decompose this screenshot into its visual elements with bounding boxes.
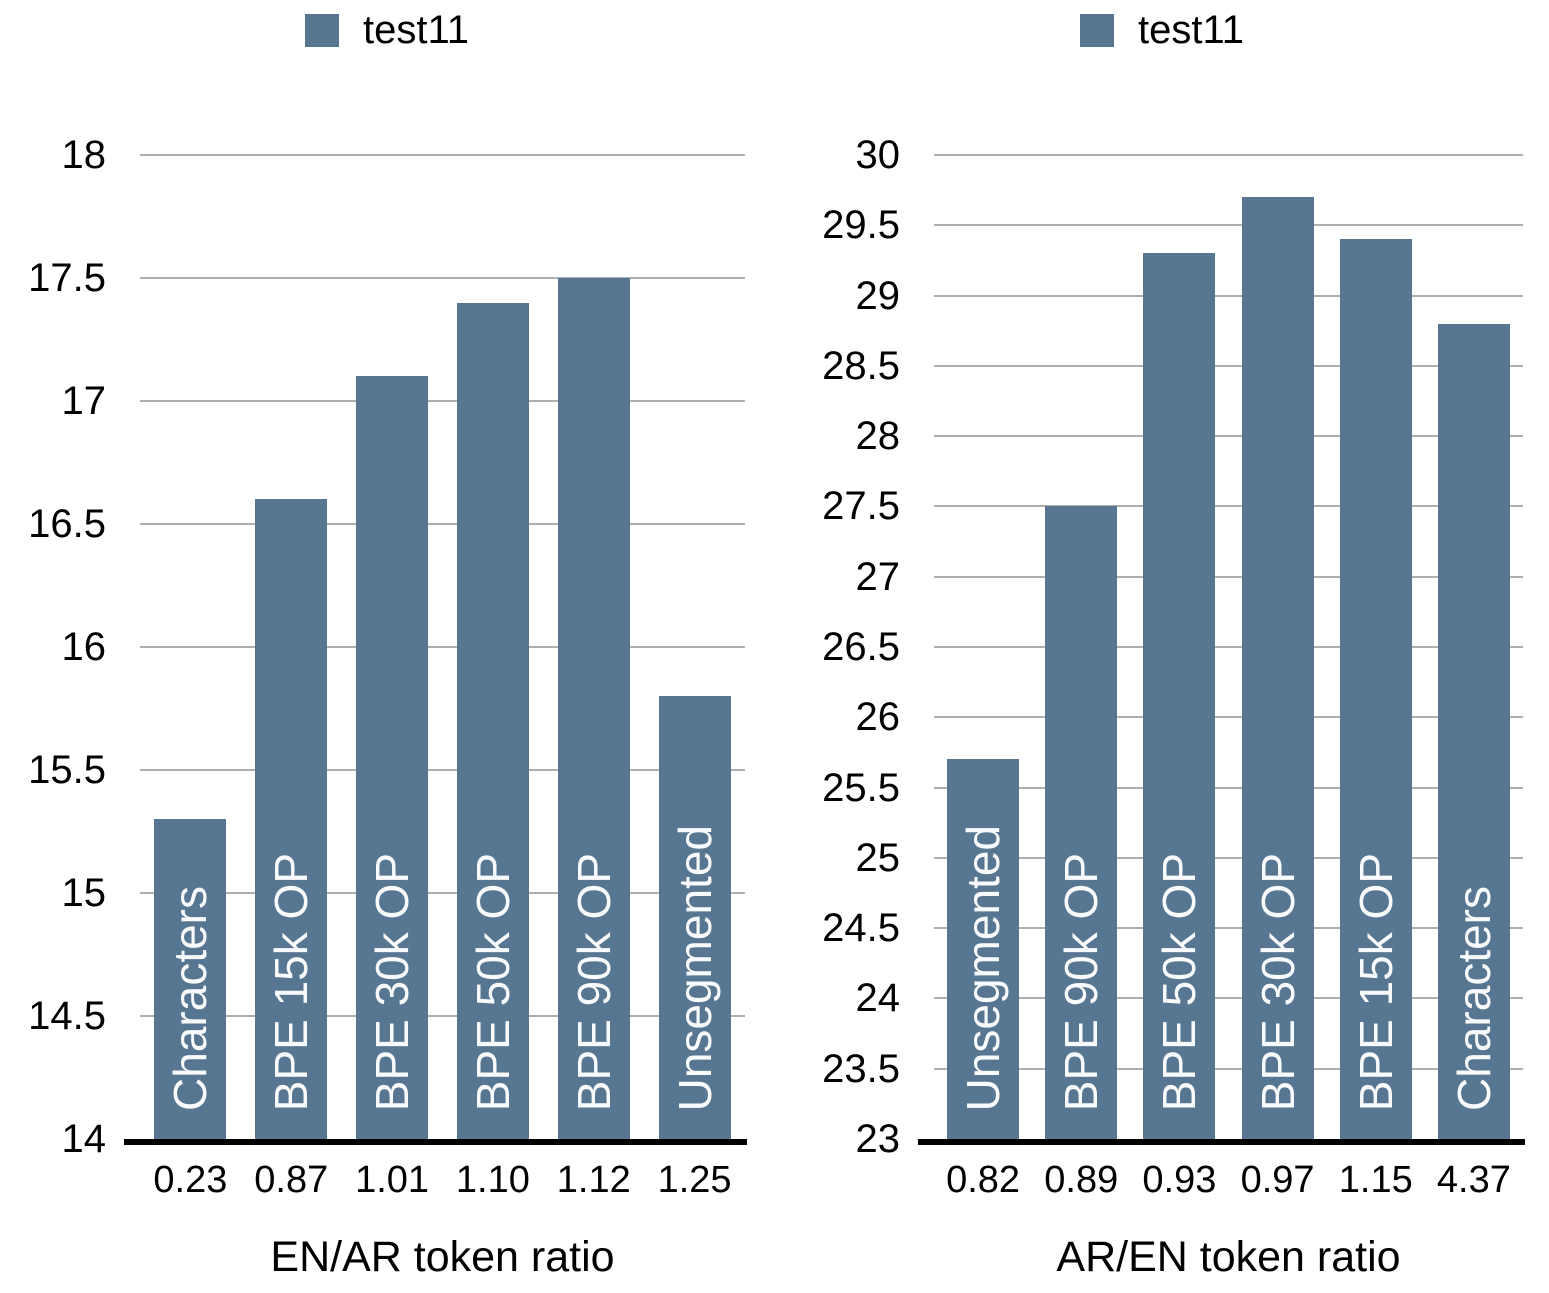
y-gridline xyxy=(140,400,745,402)
bar: Characters xyxy=(1437,323,1510,1139)
bar-label: BPE 15k OP xyxy=(1349,852,1402,1111)
y-gridline xyxy=(140,646,745,648)
y-tick-label: 14.5 xyxy=(28,994,106,1038)
y-gridline xyxy=(934,294,1523,297)
x-tick-label: 0.93 xyxy=(1142,1159,1217,1201)
y-gridline xyxy=(934,786,1523,789)
legend-swatch-icon xyxy=(1080,13,1114,47)
legend: test11 xyxy=(775,10,1549,50)
y-tick-label: 27 xyxy=(855,554,901,599)
y-tick-label: 24.5 xyxy=(822,906,900,951)
y-gridline xyxy=(934,364,1523,367)
y-gridline xyxy=(934,154,1523,156)
y-tick-label: 30 xyxy=(855,133,901,177)
x-axis-line xyxy=(918,1139,1525,1145)
bar-label: Unsegmented xyxy=(957,824,1010,1111)
y-tick-label: 23 xyxy=(855,1117,901,1161)
x-axis-line xyxy=(124,1139,747,1145)
x-tick-label: 1.25 xyxy=(657,1159,732,1201)
bar-label: BPE 90k OP xyxy=(1055,852,1108,1111)
y-tick-label: 18 xyxy=(61,133,107,177)
legend-swatch-icon xyxy=(305,13,339,47)
y-gridline xyxy=(140,769,745,771)
y-gridline xyxy=(934,927,1523,930)
y-gridline xyxy=(140,523,745,525)
chart-en-ar-token-ratio: test11 EN/AR token ratio 14 14.5 15 15.5 16 1… xyxy=(0,0,774,1293)
x-axis-title: AR/EN token ratio xyxy=(1056,1233,1401,1281)
y-gridline xyxy=(140,1015,745,1017)
y-gridline xyxy=(934,1067,1523,1070)
bar: BPE 50k OP xyxy=(456,302,529,1139)
y-tick-label: 17.5 xyxy=(28,256,106,300)
legend-label: test11 xyxy=(1138,8,1244,52)
x-tick-label: 1.15 xyxy=(1338,1159,1413,1201)
x-tick-label: 1.12 xyxy=(556,1159,631,1201)
x-tick-label: 0.23 xyxy=(153,1159,228,1201)
bar-label: Characters xyxy=(164,886,217,1111)
y-tick-label: 28 xyxy=(855,414,901,459)
legend-label: test11 xyxy=(363,8,469,52)
y-tick-label: 23.5 xyxy=(822,1046,900,1091)
bar-label: BPE 90k OP xyxy=(567,852,620,1111)
y-gridline xyxy=(934,856,1523,859)
y-tick-label: 26 xyxy=(855,695,901,740)
chart-ar-en-token-ratio: test11 AR/EN token ratio 23 23.5 24 24.5 25 2… xyxy=(775,0,1549,1293)
bar: BPE 30k OP xyxy=(1241,197,1314,1139)
y-gridline xyxy=(934,646,1523,648)
y-gridline xyxy=(934,716,1523,719)
x-tick-label: 4.37 xyxy=(1436,1159,1511,1201)
x-tick-label: 0.82 xyxy=(946,1159,1021,1201)
bar: BPE 50k OP xyxy=(1143,253,1216,1139)
x-tick-label: 0.97 xyxy=(1240,1159,1315,1201)
bar: BPE 30k OP xyxy=(356,376,429,1139)
x-axis-title: EN/AR token ratio xyxy=(270,1233,615,1281)
bar-label: BPE 30k OP xyxy=(1251,852,1304,1111)
bar: Unsegmented xyxy=(658,696,731,1139)
y-tick-label: 24 xyxy=(855,976,901,1021)
bar-label: BPE 50k OP xyxy=(466,852,519,1111)
bar: BPE 15k OP xyxy=(1339,239,1412,1139)
y-gridline xyxy=(934,997,1523,1000)
y-tick-label: 14 xyxy=(61,1117,107,1161)
y-gridline xyxy=(140,892,745,894)
y-tick-label: 29.5 xyxy=(822,203,900,248)
x-tick-label: 1.01 xyxy=(355,1159,430,1201)
y-gridline xyxy=(140,154,745,156)
x-tick-label: 1.10 xyxy=(455,1159,530,1201)
y-tick-label: 27.5 xyxy=(822,484,900,529)
bar-label: Characters xyxy=(1447,886,1500,1111)
y-tick-label: 17 xyxy=(61,379,107,423)
y-tick-label: 15 xyxy=(61,871,107,915)
y-gridline xyxy=(140,277,745,279)
y-tick-label: 15.5 xyxy=(28,748,106,792)
bar-label: BPE 50k OP xyxy=(1153,852,1206,1111)
y-gridline xyxy=(934,224,1523,227)
y-gridline xyxy=(934,575,1523,578)
y-gridline xyxy=(934,505,1523,508)
legend: test11 xyxy=(0,10,774,50)
bar-label: Unsegmented xyxy=(668,824,721,1111)
y-tick-label: 16 xyxy=(61,625,107,669)
y-tick-label: 28.5 xyxy=(822,343,900,388)
bar: BPE 90k OP xyxy=(1045,506,1118,1139)
bar-label: BPE 30k OP xyxy=(366,852,419,1111)
y-tick-label: 16.5 xyxy=(28,502,106,546)
bar-label: BPE 15k OP xyxy=(265,852,318,1111)
y-tick-label: 26.5 xyxy=(822,625,900,669)
bar: Characters xyxy=(154,819,227,1139)
bar: BPE 90k OP xyxy=(557,278,630,1139)
x-tick-label: 0.89 xyxy=(1044,1159,1119,1201)
bar: BPE 15k OP xyxy=(255,499,328,1139)
y-tick-label: 25.5 xyxy=(822,765,900,810)
y-tick-label: 25 xyxy=(855,835,901,880)
x-tick-label: 0.87 xyxy=(254,1159,329,1201)
y-tick-label: 29 xyxy=(855,273,901,318)
bar: Unsegmented xyxy=(947,759,1020,1139)
y-gridline xyxy=(934,435,1523,438)
